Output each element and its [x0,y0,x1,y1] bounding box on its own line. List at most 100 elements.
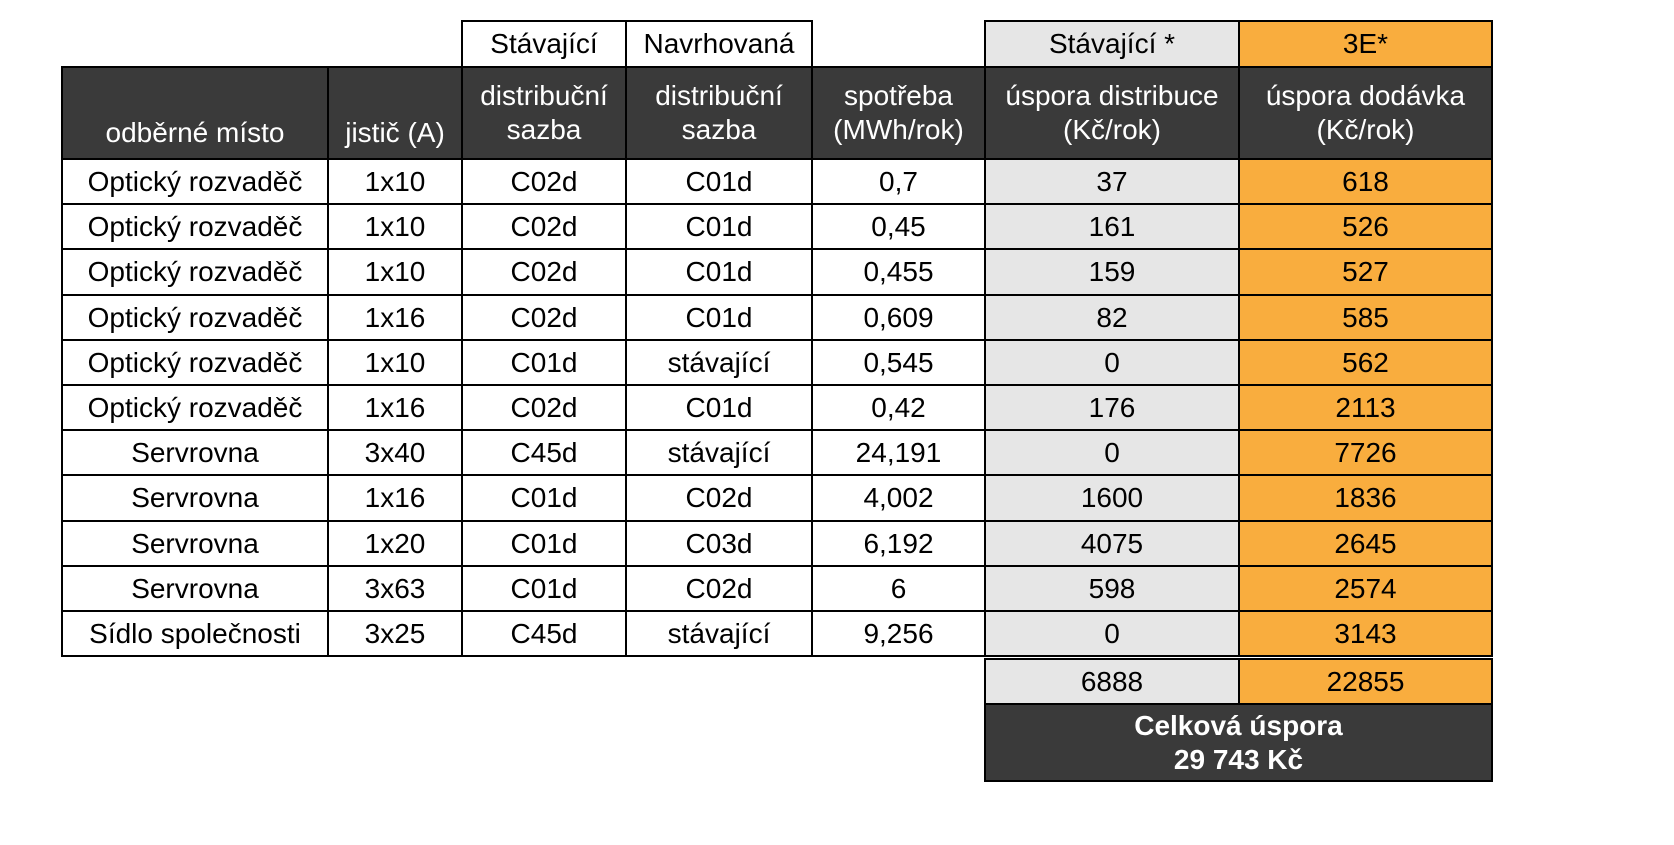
cell-current: C01d [461,474,627,522]
cell-saving-dist: 82 [984,294,1240,341]
cell-consumption: 0,455 [811,248,986,296]
cell-place: Servrovna [61,520,329,567]
col-header-saving-supply-line1: úspora dodávka [1265,80,1466,112]
total-saving-box: Celková úspora 29 743 Kč [984,703,1493,782]
cell-breaker: 1x16 [327,384,463,431]
cell-breaker: 3x25 [327,610,463,657]
cell-saving-dist: 1600 [984,474,1240,522]
cell-breaker: 1x10 [327,248,463,296]
cell-place: Servrovna [61,565,329,612]
col-header-saving-supply-line2: (Kč/rok) [1316,114,1415,145]
cell-saving-dist: 159 [984,248,1240,296]
col-header-saving-dist-line2: (Kč/rok) [1063,114,1161,145]
cell-saving-dist: 0 [984,610,1240,657]
cell-current: C02d [461,294,627,341]
cell-saving-dist: 4075 [984,520,1240,567]
cell-proposed: C01d [625,203,813,250]
cell-saving-supply: 2645 [1238,520,1493,567]
col-header-consumption-line1: spotřeba [844,80,953,112]
cell-saving-supply: 2113 [1238,384,1493,431]
cell-place: Optický rozvaděč [61,203,329,250]
cell-current: C02d [461,248,627,296]
cell-place: Optický rozvaděč [61,294,329,341]
cell-consumption: 4,002 [811,474,986,522]
cell-breaker: 3x40 [327,429,463,476]
col-header-consumption-line2: (MWh/rok) [833,114,964,145]
col-header-breaker: jistič (A) [327,66,463,160]
cell-proposed: C02d [625,565,813,612]
col-header-saving-dist-line1: úspora distribuce [1005,80,1219,112]
cell-current: C02d [461,384,627,431]
cell-saving-dist: 0 [984,429,1240,476]
col-header-dist-proposed: distribuční sazba [625,66,813,160]
cell-proposed: stávající [625,610,813,657]
cell-place: Sídlo společnosti [61,610,329,657]
cell-saving-dist: 37 [984,158,1240,205]
col-header-breaker-text: jistič (A) [345,117,445,149]
cell-consumption: 0,7 [811,158,986,205]
col-header-dist-proposed-line2: sazba [681,114,757,145]
cell-saving-supply: 562 [1238,339,1493,386]
col-header-place: odběrné místo [61,66,329,160]
total-saving-value: 29 743 Kč [1173,743,1304,775]
header-current-star: Stávající * [984,20,1240,68]
cell-proposed: C01d [625,384,813,431]
cell-consumption: 0,609 [811,294,986,341]
cell-consumption: 0,45 [811,203,986,250]
cell-saving-supply: 2574 [1238,565,1493,612]
sum-saving-supply: 22855 [1238,658,1493,705]
cell-place: Servrovna [61,474,329,522]
col-header-dist-current-line2: sazba [506,114,582,145]
cell-breaker: 1x10 [327,339,463,386]
cell-saving-supply: 618 [1238,158,1493,205]
cell-current: C02d [461,203,627,250]
col-header-place-text: odběrné místo [105,117,285,149]
cell-breaker: 1x16 [327,294,463,341]
cell-saving-supply: 526 [1238,203,1493,250]
cell-saving-supply: 585 [1238,294,1493,341]
header-current: Stávající [461,20,627,68]
cell-proposed: C01d [625,248,813,296]
cell-consumption: 6 [811,565,986,612]
cell-saving-dist: 598 [984,565,1240,612]
cell-current: C45d [461,429,627,476]
col-header-consumption: spotřeba (MWh/rok) [811,66,986,160]
cell-proposed: C03d [625,520,813,567]
cell-breaker: 3x63 [327,565,463,612]
cell-current: C02d [461,158,627,205]
cell-place: Servrovna [61,429,329,476]
cell-breaker: 1x20 [327,520,463,567]
cell-place: Optický rozvaděč [61,384,329,431]
cell-proposed: C02d [625,474,813,522]
cell-consumption: 6,192 [811,520,986,567]
header-3e: 3E* [1238,20,1493,68]
col-header-saving-dist: úspora distribuce (Kč/rok) [984,66,1240,160]
cell-saving-supply: 1836 [1238,474,1493,522]
cell-breaker: 1x10 [327,203,463,250]
total-saving-label: Celková úspora [1134,709,1343,741]
cell-saving-dist: 161 [984,203,1240,250]
cell-proposed: C01d [625,294,813,341]
col-header-dist-current-line1: distribuční [480,80,608,112]
cell-current: C01d [461,565,627,612]
cell-current: C01d [461,339,627,386]
col-header-saving-supply: úspora dodávka (Kč/rok) [1238,66,1493,160]
cell-place: Optický rozvaděč [61,158,329,205]
sum-saving-dist: 6888 [984,658,1240,705]
cell-proposed: stávající [625,339,813,386]
cell-saving-dist: 0 [984,339,1240,386]
cell-current: C01d [461,520,627,567]
cell-saving-supply: 527 [1238,248,1493,296]
cell-consumption: 0,42 [811,384,986,431]
cell-breaker: 1x16 [327,474,463,522]
cell-saving-supply: 3143 [1238,610,1493,657]
cell-saving-supply: 7726 [1238,429,1493,476]
col-header-dist-proposed-line1: distribuční [655,80,783,112]
col-header-dist-current: distribuční sazba [461,66,627,160]
cell-current: C45d [461,610,627,657]
cell-saving-dist: 176 [984,384,1240,431]
cell-proposed: stávající [625,429,813,476]
cell-breaker: 1x10 [327,158,463,205]
cell-consumption: 9,256 [811,610,986,657]
cell-place: Optický rozvaděč [61,248,329,296]
